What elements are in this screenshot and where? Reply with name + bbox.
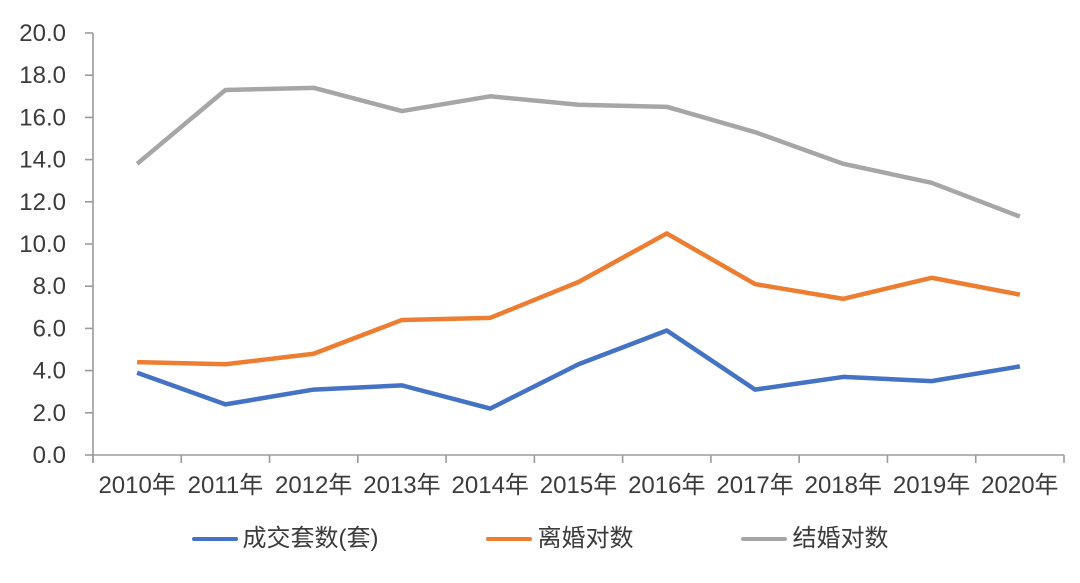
x-axis-tick-label: 2011年	[188, 472, 264, 499]
legend-label-marriages: 结婚对数	[792, 525, 889, 552]
x-axis-tick-label: 2020年	[981, 472, 1058, 499]
x-axis-tick-label: 2013年	[363, 472, 440, 499]
legend-label-transactions: 成交套数(套)	[242, 525, 379, 552]
x-axis-tick-label: 2014年	[452, 472, 529, 499]
x-axis-tick-label: 2019年	[893, 472, 970, 499]
y-axis-tick-label: 12.0	[19, 189, 66, 216]
x-axis-tick-label: 2016年	[628, 472, 705, 499]
y-axis-tick-label: 16.0	[19, 104, 66, 131]
x-axis-tick-label: 2015年	[540, 472, 617, 499]
legend-item-divorces: 离婚对数	[486, 522, 633, 556]
series-line-1	[137, 231, 1021, 367]
y-axis-tick-label: 18.0	[19, 62, 66, 89]
series-line-0	[136, 328, 1021, 411]
x-axis-tick-label: 2010年	[98, 472, 175, 499]
y-axis-tick-label: 8.0	[33, 273, 66, 300]
x-axis-tick-label: 2018年	[805, 472, 882, 499]
y-axis-tick-label: 20.0	[19, 20, 66, 47]
y-axis-tick-label: 2.0	[33, 400, 66, 427]
y-axis-tick-label: 6.0	[33, 315, 66, 342]
y-axis-tick-label: 4.0	[33, 358, 66, 385]
x-axis-tick-label: 2012年	[275, 472, 352, 499]
axes: 0.0 2.0 4.0 6.0 8.0 10.0 12.0 14.0 16.0 18.0 20.0 2…	[19, 20, 1065, 499]
series-line-2	[135, 85, 1021, 219]
legend-swatch-divorces	[486, 536, 533, 542]
x-axis-tick-label: 2017年	[716, 472, 793, 499]
legend-swatch-marriages	[741, 536, 788, 542]
chart-legend: 成交套数(套) 离婚对数 结婚对数	[0, 522, 1080, 556]
legend-item-marriages: 结婚对数	[741, 522, 888, 556]
legend-label-divorces: 离婚对数	[537, 525, 634, 552]
y-axis-tick-label: 10.0	[19, 231, 66, 258]
legend-swatch-transactions	[191, 536, 238, 542]
legend-item-transactions: 成交套数(套)	[191, 522, 379, 556]
y-axis-tick-label: 14.0	[19, 147, 66, 174]
y-axis-tick-label: 0.0	[33, 442, 66, 469]
